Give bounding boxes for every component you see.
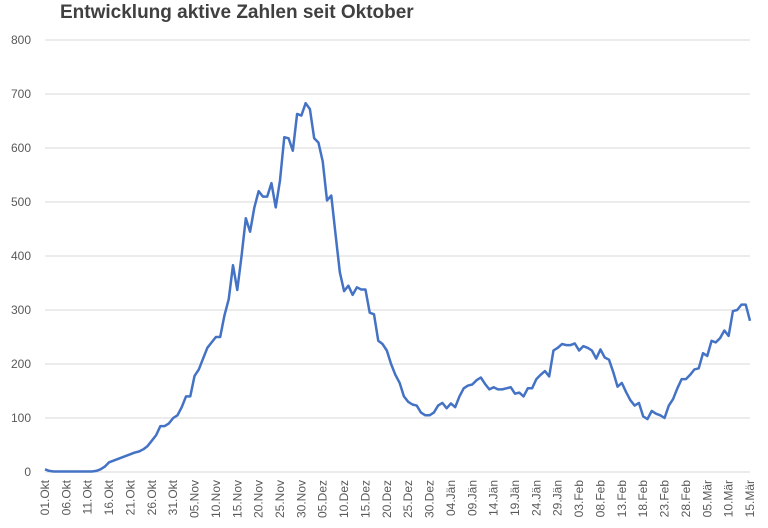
x-tick-label: 26.Okt	[145, 479, 159, 515]
x-tick-label: 08.Feb	[593, 480, 607, 518]
x-tick-label: 01.Okt	[38, 479, 52, 515]
x-tick-label: 25.Nov	[273, 480, 287, 518]
y-tick-label: 300	[11, 303, 31, 317]
x-tick-label: 09.Jän	[465, 480, 479, 516]
y-tick-label: 100	[11, 411, 31, 425]
x-tick-label: 05.Mär	[700, 480, 714, 517]
x-tick-label: 29.Jän	[551, 480, 565, 516]
y-tick-label: 800	[11, 33, 31, 47]
x-tick-label: 20.Nov	[252, 480, 266, 518]
x-tick-label: 20.Dez	[380, 480, 394, 518]
x-tick-label: 04.Jän	[444, 480, 458, 516]
x-tick-label: 15.Dez	[358, 480, 372, 518]
y-tick-label: 600	[11, 141, 31, 155]
x-tick-label: 06.Okt	[59, 479, 73, 515]
y-tick-label: 0	[24, 465, 31, 479]
x-tick-label: 15.Nov	[230, 480, 244, 518]
x-tick-label: 30.Nov	[294, 480, 308, 518]
y-tick-label: 200	[11, 357, 31, 371]
x-tick-label: 11.Okt	[81, 479, 95, 514]
x-tick-label: 05.Nov	[188, 480, 202, 518]
x-tick-label: 30.Dez	[423, 480, 437, 518]
x-tick-label: 10.Nov	[209, 480, 223, 518]
x-tick-label: 15.Mär	[743, 480, 757, 517]
x-tick-label: 16.Okt	[102, 479, 116, 515]
line-series	[44, 101, 752, 473]
x-tick-label: 10.Mär	[722, 480, 736, 517]
x-tick-label: 13.Feb	[615, 480, 629, 518]
x-tick-label: 19.Jän	[508, 480, 522, 516]
x-tick-label: 31.Okt	[166, 479, 180, 515]
y-tick-label: 700	[11, 87, 31, 101]
x-tick-label: 03.Feb	[572, 480, 586, 518]
x-tick-label: 18.Feb	[636, 480, 650, 518]
x-tick-label: 24.Jän	[529, 480, 543, 516]
x-tick-label: 23.Feb	[658, 480, 672, 518]
x-tick-label: 25.Dez	[401, 480, 415, 518]
x-tick-label: 21.Okt	[123, 479, 137, 515]
x-tick-label: 14.Jän	[487, 480, 501, 516]
y-tick-label: 500	[11, 195, 31, 209]
x-tick-label: 05.Dez	[316, 480, 330, 518]
chart-title: Entwicklung aktive Zahlen seit Oktober	[60, 2, 414, 23]
x-tick-label: 10.Dez	[337, 480, 351, 518]
y-tick-label: 400	[11, 249, 31, 263]
x-tick-label: 28.Feb	[679, 480, 693, 518]
